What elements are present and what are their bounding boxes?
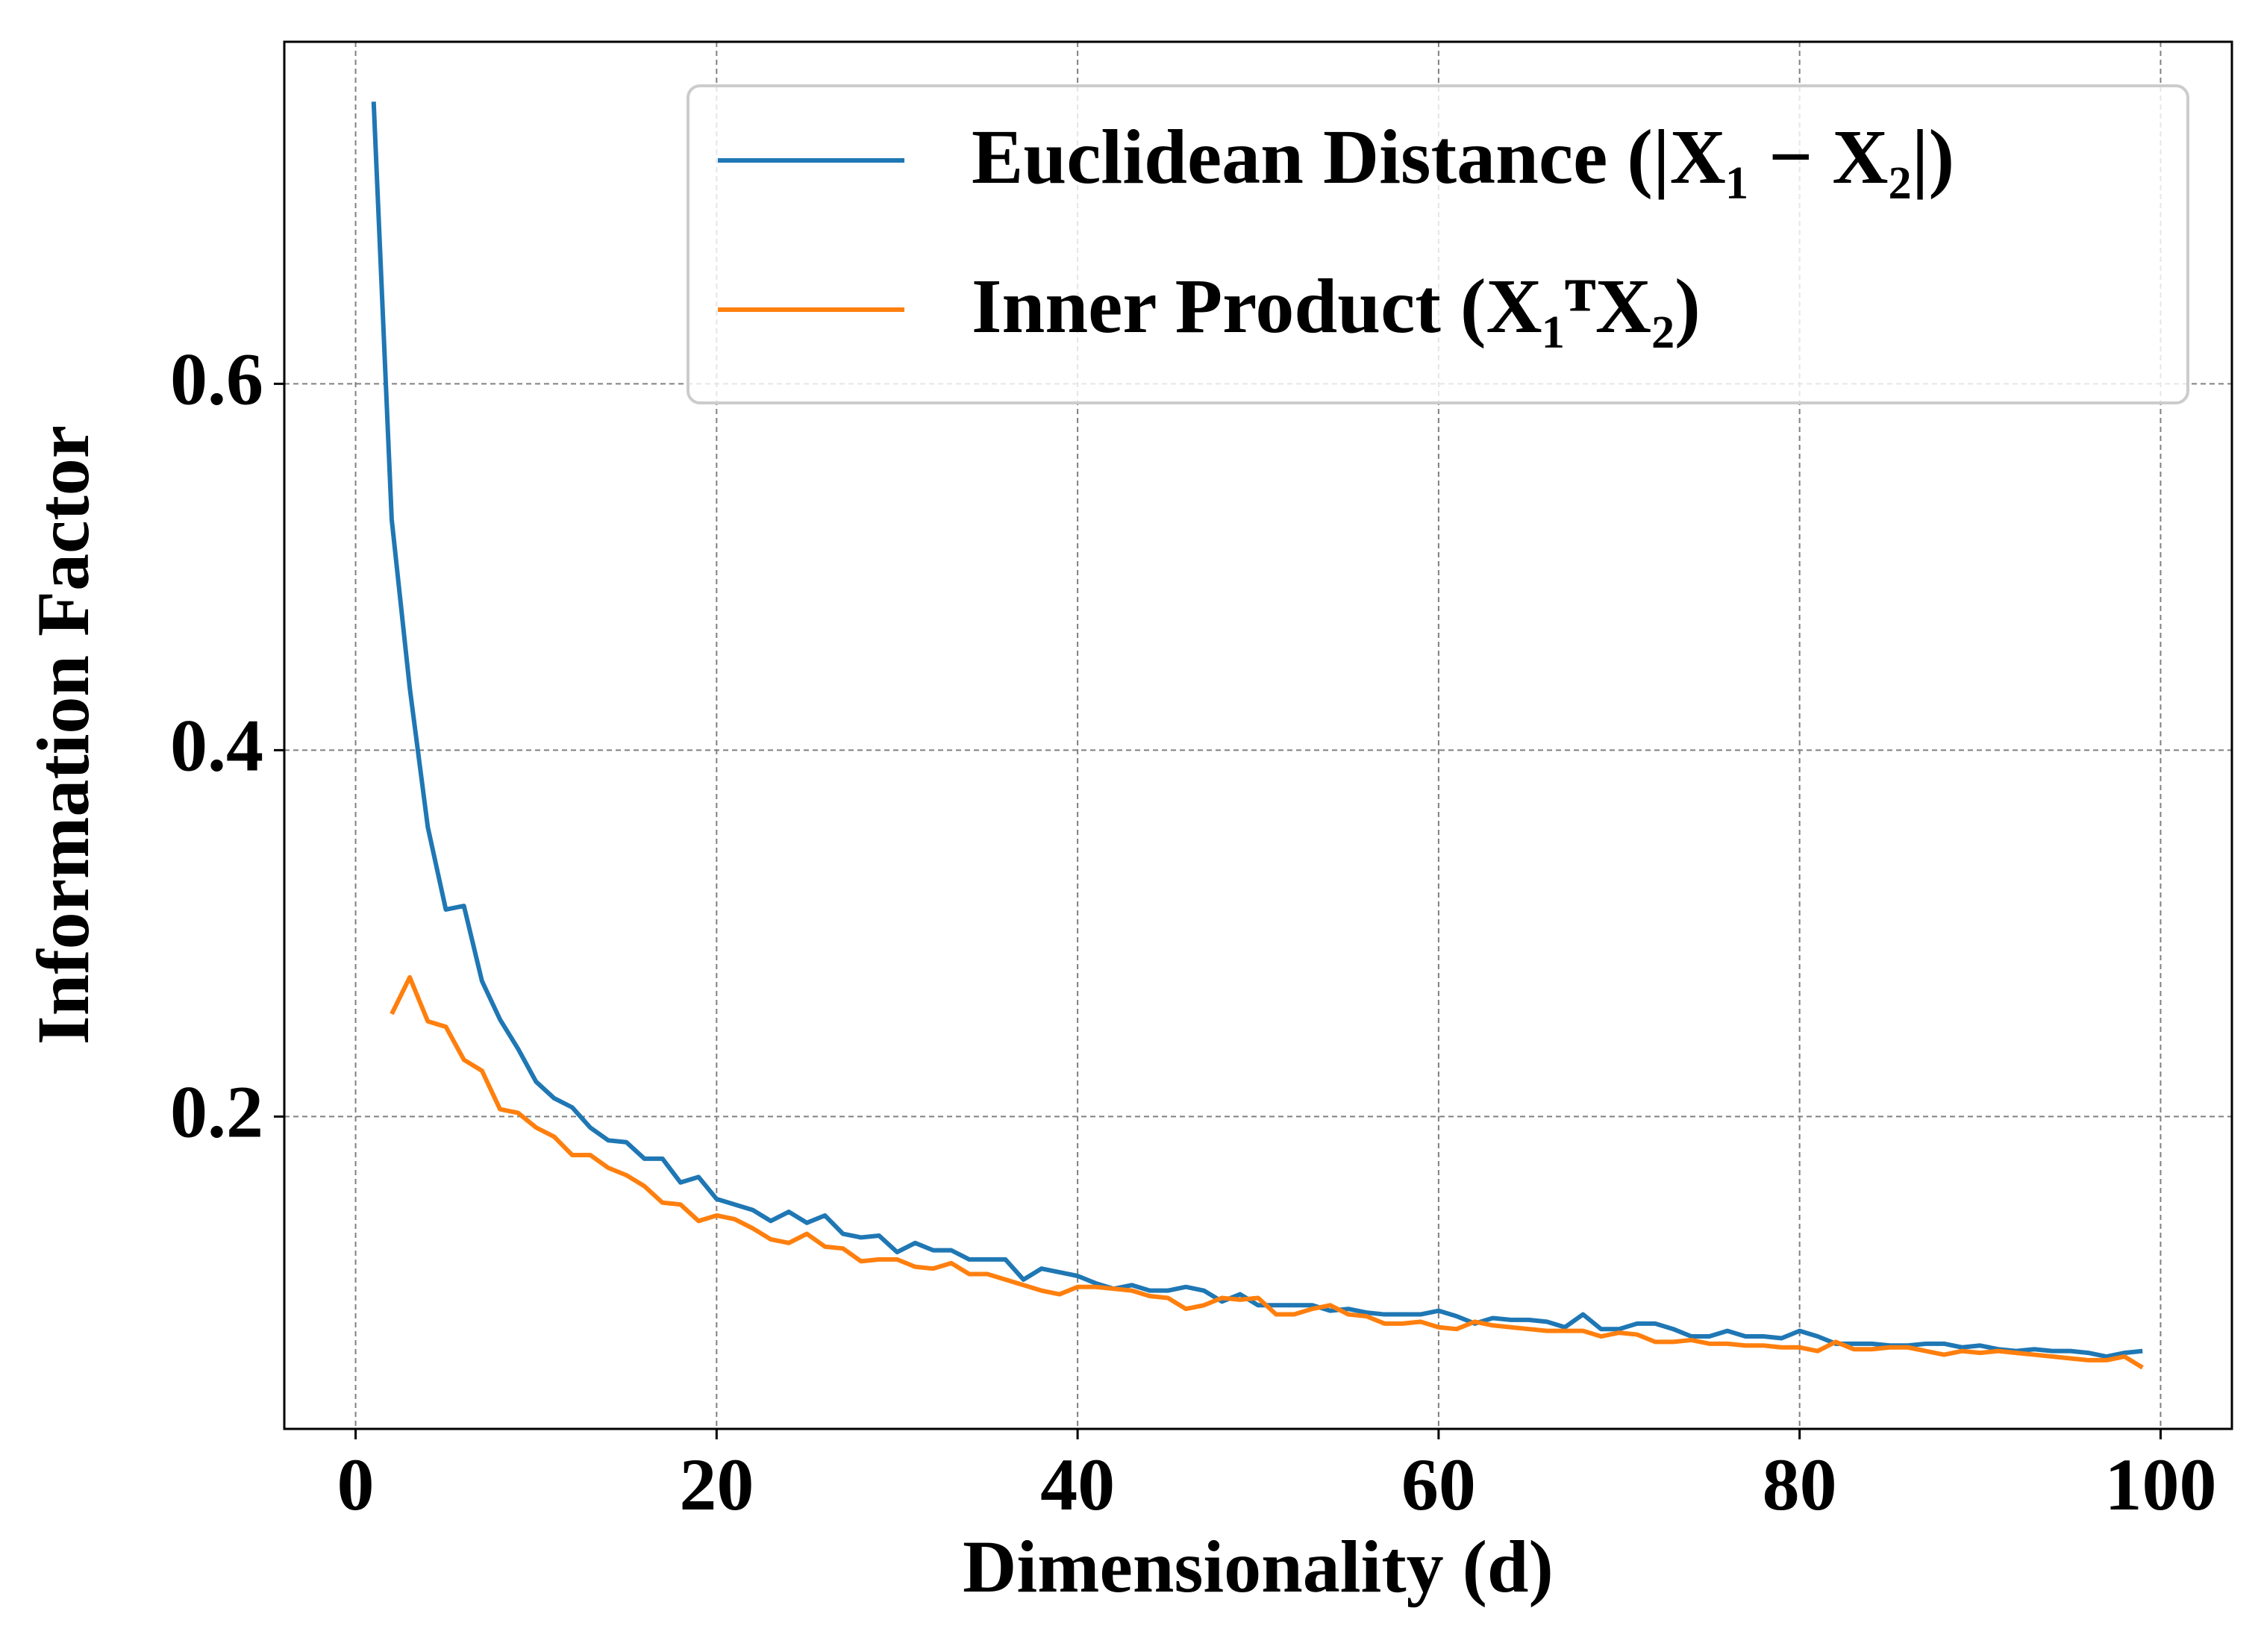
x-tick-label: 80 <box>1763 1443 1837 1526</box>
x-axis-label: Dimensionality (d) <box>963 1525 1554 1608</box>
x-tick-label: 100 <box>2104 1443 2216 1526</box>
x-tick-label: 20 <box>679 1443 754 1526</box>
plot-frame <box>283 40 2233 1430</box>
x-tick-label: 60 <box>1401 1443 1476 1526</box>
y-tick-label: 0.6 <box>170 337 263 420</box>
x-tick-label: 40 <box>1040 1443 1115 1526</box>
legend-box <box>687 84 2189 404</box>
legend-label: Euclidean Distance (|X₁ − X₂|) <box>972 114 1954 200</box>
y-axis-label: Information Factor <box>22 425 104 1045</box>
legend-label: Inner Product (X₁ᵀX₂) <box>972 263 1701 349</box>
data-line <box>371 101 2143 1360</box>
data-line <box>390 974 2144 1370</box>
y-tick-label: 0.2 <box>170 1070 263 1153</box>
y-tick-label: 0.4 <box>170 704 263 786</box>
x-tick-label: 0 <box>337 1443 375 1526</box>
